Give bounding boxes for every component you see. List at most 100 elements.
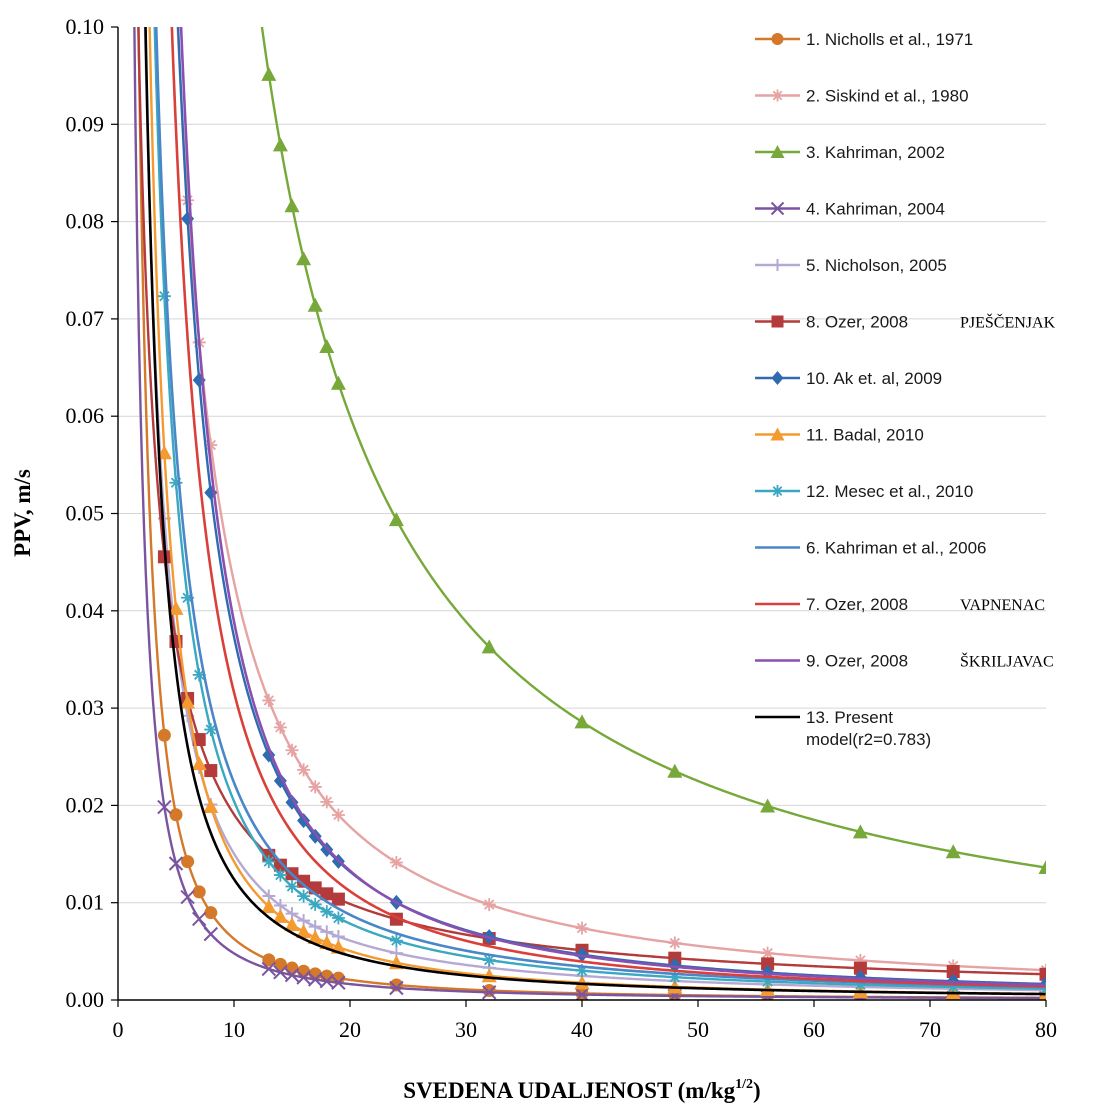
marker-triangle	[284, 198, 300, 213]
y-tick-label: 0.04	[66, 598, 105, 623]
marker-x	[307, 972, 323, 987]
x-tick-label: 80	[1035, 1017, 1057, 1042]
marker-x	[191, 911, 207, 927]
marker-x	[770, 201, 785, 216]
y-tick-label: 0.06	[66, 403, 105, 428]
marker-triangle	[319, 935, 335, 950]
y-tick-label: 0.03	[66, 695, 105, 720]
marker-x	[180, 889, 195, 905]
x-axis-title-close: )	[753, 1078, 761, 1103]
legend-rock-label: PJEŠČENJAK	[960, 313, 1056, 332]
marker-x	[319, 974, 335, 989]
marker-triangle	[180, 694, 196, 709]
marker-star	[204, 438, 218, 452]
x-tick-label: 60	[803, 1017, 825, 1042]
marker-circle	[181, 855, 195, 869]
marker-square	[771, 315, 784, 328]
marker-x	[168, 856, 184, 871]
series-11	[170, 27, 1046, 988]
marker-star	[482, 953, 496, 967]
marker-star	[771, 485, 784, 497]
marker-star	[320, 795, 334, 809]
marker-star	[946, 980, 960, 994]
marker-x	[261, 961, 277, 977]
legend: 1. Nicholls et al., 1971 2. Siskind et al…	[755, 30, 1056, 749]
marker-triangle	[330, 375, 346, 390]
series-line	[133, 27, 1046, 1000]
marker-triangle	[272, 137, 288, 152]
marker-triangle	[1038, 860, 1046, 875]
marker-star	[192, 668, 206, 682]
marker-triangle	[156, 445, 172, 460]
x-tick-labels: 0 10 20 30 40 50 60 70 80	[113, 1017, 1058, 1042]
marker-star	[389, 934, 403, 948]
legend-label: 1. Nicholls et al., 1971	[806, 30, 973, 49]
marker-triangle	[296, 251, 312, 266]
marker-square	[331, 892, 345, 906]
x-axis-title-main: SVEDENA UDALJENOST (m/kg	[403, 1078, 735, 1103]
marker-x	[481, 985, 497, 1000]
y-tick-label: 0.00	[66, 987, 105, 1012]
grid	[118, 123, 1046, 904]
legend-label: 12. Mesec et al., 2010	[806, 482, 973, 501]
marker-diamond	[771, 371, 784, 385]
marker-circle	[157, 728, 171, 742]
marker-x	[389, 980, 404, 996]
marker-star	[331, 911, 345, 925]
marker-triangle	[574, 714, 590, 729]
x-tick-label: 20	[339, 1017, 361, 1042]
x-tick-label: 10	[223, 1017, 245, 1042]
marker-triangle	[307, 930, 323, 945]
marker-star	[331, 808, 345, 822]
marker-circle	[169, 808, 183, 822]
marker-circle	[482, 983, 496, 997]
legend-rock-label: VAPNENAC	[960, 597, 1045, 614]
marker-square	[204, 764, 218, 778]
marker-square	[853, 961, 867, 975]
marker-triangle	[852, 824, 868, 839]
marker-star	[308, 780, 322, 794]
marker-x	[296, 970, 311, 985]
y-tick-label: 0.08	[66, 209, 105, 234]
marker-circle	[285, 961, 299, 975]
y-tick-label: 0.09	[66, 111, 105, 136]
marker-triangle	[667, 763, 683, 778]
marker-star	[297, 889, 311, 903]
marker-triangle	[319, 339, 335, 354]
x-axis-title-exponent: 1/2	[735, 1077, 753, 1092]
legend-item: 1. Nicholls et al., 1971	[755, 30, 973, 49]
marker-star	[285, 743, 299, 757]
y-tick-label: 0.01	[66, 890, 105, 915]
marker-circle	[204, 906, 218, 920]
marker-plus	[771, 259, 784, 271]
marker-square	[946, 965, 960, 979]
marker-circle	[262, 953, 276, 967]
marker-triangle	[945, 844, 961, 859]
marker-triangle	[261, 899, 277, 914]
legend-item: 12. Mesec et al., 2010	[755, 482, 973, 501]
legend-item: 10. Ak et. al, 2009	[755, 369, 942, 388]
marker-star	[285, 879, 299, 893]
legend-label: 5. Nicholson, 2005	[806, 256, 947, 275]
marker-star	[771, 89, 784, 102]
marker-square	[297, 874, 311, 888]
marker-x	[331, 975, 346, 990]
legend-item: 5. Nicholson, 2005	[755, 256, 947, 275]
series-13	[144, 27, 1046, 996]
marker-square	[273, 858, 287, 872]
marker-star	[320, 905, 334, 919]
marker-x	[574, 987, 590, 1000]
marker-triangle	[168, 600, 184, 615]
x-tick-label: 70	[919, 1017, 941, 1042]
marker-plus	[1039, 983, 1046, 997]
legend-label: 4. Kahriman, 2004	[806, 200, 945, 219]
marker-square	[1039, 967, 1046, 981]
legend-label: 7. Ozer, 2008	[806, 595, 908, 614]
marker-star	[169, 476, 183, 490]
legend-item: 4. Kahriman, 2004	[755, 200, 945, 219]
x-tick-label: 0	[113, 1017, 124, 1042]
marker-triangle	[388, 512, 404, 527]
legend-label: 2. Siskind et al., 1980	[806, 87, 969, 106]
series-line	[170, 27, 1046, 988]
